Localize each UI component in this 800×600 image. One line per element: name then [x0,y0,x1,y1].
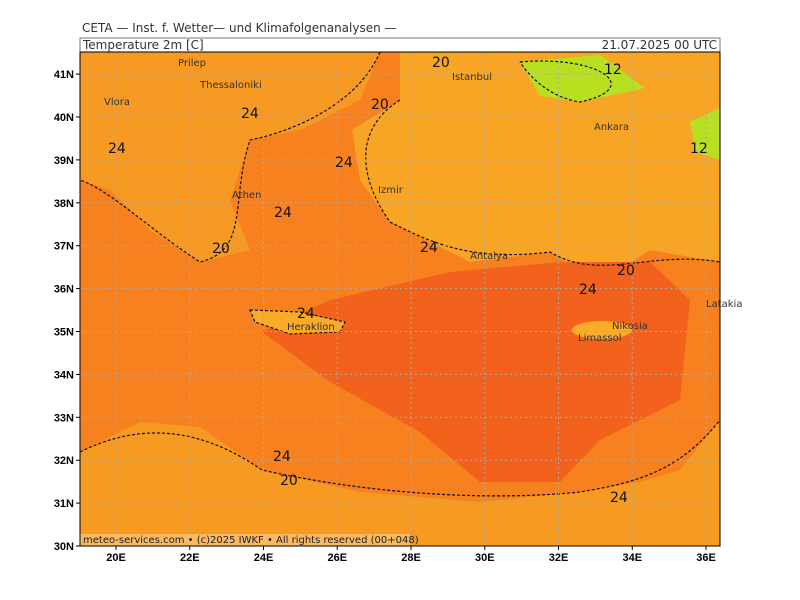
city: Istanbul [452,72,492,83]
contour-label: 20 [371,97,389,113]
lon-label: 26E [327,552,347,564]
lon-label: 32E [549,552,569,564]
lat-label: 38N [54,198,74,210]
lat-label: 41N [54,69,74,81]
contour-label: 12 [604,62,622,78]
contour-label: 20 [432,55,450,71]
turkey-land [352,52,720,282]
contour-label: 24 [420,240,438,256]
city: Latakia [706,299,742,310]
city: Athen [232,190,261,201]
city: Limassol [578,333,622,344]
contour-label: 12 [690,141,708,157]
contour-label: 24 [335,155,353,171]
contour-label: 24 [610,490,628,506]
lat-label: 30N [54,541,74,553]
warm-sea [262,262,690,482]
lat-label: 32N [54,455,74,467]
contour-label: 24 [241,106,259,122]
city: Thessaloniki [199,80,262,91]
header-parameter: Temperature 2m [C] [82,38,204,52]
contour-label: 20 [212,241,230,257]
contour-label: 24 [297,306,315,322]
map-frame [79,51,721,547]
lon-label: 22E [180,552,200,564]
contour [80,52,381,263]
balkan-land [80,52,380,262]
footer-bg [80,534,410,546]
header-valid-time: 21.07.2025 00 UTC [602,38,717,52]
contour-label: 20 [280,473,298,489]
lat-label: 31N [54,498,74,510]
lon-label: 24E [254,552,274,564]
city: Izmir [378,185,404,196]
contour-label: 24 [579,282,597,298]
contour-label: 24 [273,449,291,465]
lat-label: 40N [54,112,74,124]
cool-zone [690,108,720,160]
lat-label: 39N [54,155,74,167]
lon-label: 20E [106,552,126,564]
lon-label: 28E [401,552,421,564]
africa-land [80,420,720,546]
header-institute: CETA — Inst. f. Wetter— und Klimafolgena… [82,21,397,35]
lat-label: 33N [54,412,74,424]
city: Nikosia [612,321,648,332]
footer: meteo-services.com • (c)2025 IWKF • All … [83,535,419,546]
contour-labels: 20 12 20 24 24 24 12 24 20 24 20 24 24 2… [108,55,708,506]
crete [250,310,345,334]
contour [80,419,720,497]
lat-label: 35N [54,327,74,339]
contour [519,60,612,103]
city-labels: Prilep Thessaloniki Vlora Athen Izmir Is… [104,58,742,344]
contour-label: 24 [108,141,126,157]
graticule [80,52,720,546]
lon-label: 36E [696,552,716,564]
city: Vlora [104,97,130,108]
contour-label: 20 [617,263,635,279]
city: Antalya [470,251,508,262]
city: Ankara [594,122,629,133]
cyprus [572,321,632,339]
lon-label: 30E [475,552,495,564]
lat-label: 36N [54,284,74,296]
contour-label: 24 [274,205,292,221]
lat-label: 34N [54,369,74,381]
city: Heraklion [287,322,335,333]
map-field: meteo-services.com • (c)2025 IWKF • All … [80,52,720,546]
cool-zone [520,55,645,102]
lon-label: 34E [622,552,642,564]
lat-label: 37N [54,241,74,253]
city: Prilep [178,58,206,69]
